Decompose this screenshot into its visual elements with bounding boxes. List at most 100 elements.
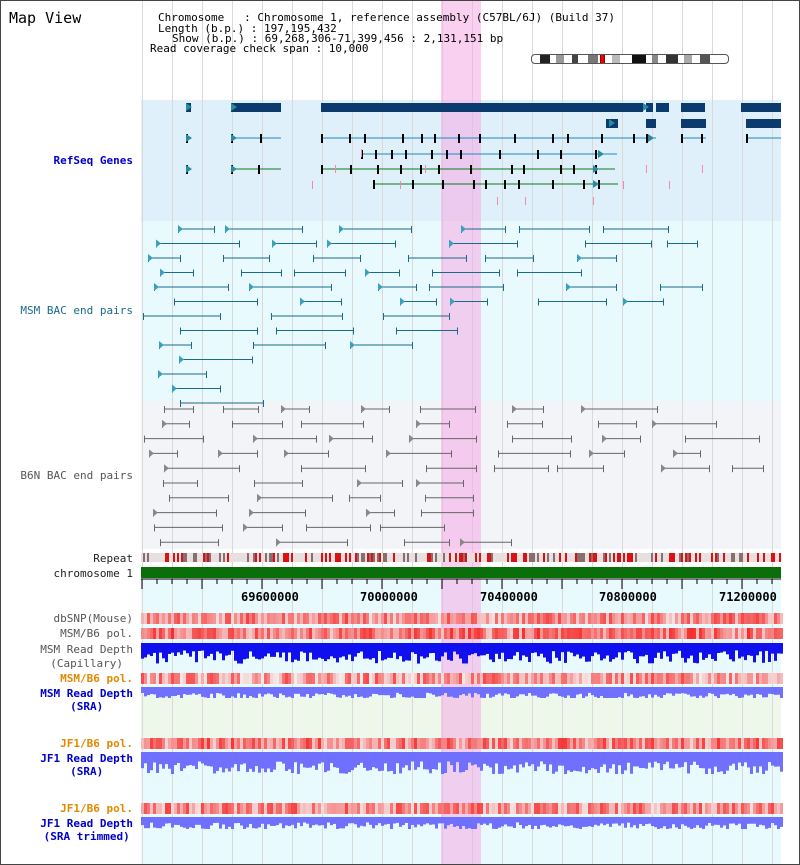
track-label-msm-bac[interactable]: MSM BAC end pairs bbox=[20, 304, 133, 317]
strand-arrow-icon bbox=[231, 165, 237, 173]
heat-cell bbox=[369, 613, 372, 624]
heat-cell bbox=[336, 628, 339, 639]
bac-end bbox=[169, 494, 170, 502]
read-depth-bar bbox=[756, 687, 759, 695]
heat-cell bbox=[252, 628, 255, 639]
heat-cell bbox=[567, 673, 570, 684]
heat-cell bbox=[165, 673, 168, 684]
read-depth-bar bbox=[303, 687, 306, 697]
read-depth-bar bbox=[300, 752, 303, 764]
read-depth-bar bbox=[600, 817, 603, 824]
heat-cell bbox=[171, 628, 174, 639]
heat-cell bbox=[702, 613, 705, 624]
read-depth-bar bbox=[660, 643, 663, 659]
track-label-repeat[interactable]: Repeat bbox=[93, 552, 133, 565]
refseq-mark bbox=[593, 197, 594, 205]
heat-cell bbox=[630, 803, 633, 814]
read-depth-bar bbox=[468, 643, 471, 656]
exon bbox=[537, 150, 539, 159]
read-depth-bar bbox=[594, 817, 597, 825]
read-depth-bar bbox=[483, 643, 486, 656]
exon bbox=[598, 180, 600, 189]
heat-cell bbox=[162, 673, 165, 684]
read-depth-bar bbox=[174, 817, 177, 825]
strand-arrow-icon bbox=[249, 508, 254, 517]
read-depth-bar bbox=[516, 687, 519, 697]
read-depth-bar bbox=[624, 752, 627, 771]
track-label-jf1-depth-sra[interactable]: JF1 Read Depth (SRA) bbox=[40, 752, 133, 778]
heat-cell bbox=[273, 803, 276, 814]
read-depth-bar bbox=[216, 752, 219, 771]
heat-cell bbox=[357, 613, 360, 624]
heat-cell bbox=[354, 613, 357, 624]
heat-cell bbox=[534, 613, 537, 624]
heat-cell bbox=[183, 803, 186, 814]
read-depth-bar bbox=[153, 687, 156, 695]
heat-cell bbox=[375, 803, 378, 814]
track-label-msm-b6-pol[interactable]: MSM/B6 pol. bbox=[60, 627, 133, 640]
track-label-jf1-b6-pol[interactable]: JF1/B6 pol. bbox=[60, 737, 133, 750]
bac-end bbox=[498, 450, 499, 458]
heat-cell bbox=[321, 738, 324, 749]
heat-cell bbox=[780, 738, 783, 749]
read-depth-bar bbox=[324, 752, 327, 773]
heat-cell bbox=[639, 613, 642, 624]
chromosome-ideogram[interactable] bbox=[531, 54, 729, 64]
heat-cell bbox=[594, 673, 597, 684]
heat-cell bbox=[633, 613, 636, 624]
heat-cell bbox=[441, 803, 444, 814]
heat-cell bbox=[144, 803, 147, 814]
read-depth-bar bbox=[768, 643, 771, 662]
track-label-jf1-depth-sra-trimmed[interactable]: JF1 Read Depth (SRA trimmed) bbox=[40, 817, 133, 843]
read-depth-bar bbox=[762, 643, 765, 663]
exon bbox=[523, 165, 525, 174]
heat-cell bbox=[285, 628, 288, 639]
track-label-jf1-b6-pol-trimmed[interactable]: JF1/B6 pol. bbox=[60, 802, 133, 815]
heat-cell bbox=[270, 673, 273, 684]
heat-cell bbox=[513, 613, 516, 624]
repeat-element bbox=[681, 553, 683, 562]
track-label-b6n-bac[interactable]: B6N BAC end pairs bbox=[20, 469, 133, 482]
read-depth-bar bbox=[522, 643, 525, 656]
read-depth-bar bbox=[144, 643, 147, 658]
track-label-msm-depth-sra[interactable]: MSM Read Depth (SRA) bbox=[40, 687, 133, 713]
read-depth-bar bbox=[765, 817, 768, 829]
strand-arrow-icon bbox=[179, 355, 184, 364]
read-depth-bar bbox=[165, 687, 168, 697]
track-label-dbsnp[interactable]: dbSNP(Mouse) bbox=[53, 612, 133, 625]
read-depth-bar bbox=[186, 817, 189, 829]
heat-cell bbox=[681, 628, 684, 639]
grid-line bbox=[772, 1, 773, 864]
heat-cell bbox=[657, 628, 660, 639]
heat-cell bbox=[729, 803, 732, 814]
heat-cell bbox=[252, 673, 255, 684]
heat-cell bbox=[618, 673, 621, 684]
read-depth-bar bbox=[453, 752, 456, 772]
track-label-msm-b6-pol-sra[interactable]: MSM/B6 pol. bbox=[60, 672, 133, 685]
heat-cell bbox=[213, 738, 216, 749]
heat-cell bbox=[330, 803, 333, 814]
read-depth-bar bbox=[234, 752, 237, 765]
heat-cell bbox=[222, 738, 225, 749]
heat-cell bbox=[141, 628, 144, 639]
read-depth-bar bbox=[162, 752, 165, 769]
strand-arrow-icon bbox=[386, 449, 391, 458]
heat-cell bbox=[321, 628, 324, 639]
track-label-refseq[interactable]: RefSeq Genes bbox=[53, 154, 133, 167]
heat-cell bbox=[285, 738, 288, 749]
heat-cell bbox=[507, 738, 510, 749]
heat-cell bbox=[462, 673, 465, 684]
strand-arrow-icon bbox=[257, 493, 262, 502]
heat-cell bbox=[543, 613, 546, 624]
heat-cell bbox=[627, 613, 630, 624]
read-depth-bar bbox=[717, 817, 720, 825]
bac-end bbox=[624, 450, 625, 458]
read-depth-bar bbox=[531, 817, 534, 829]
read-depth-bar bbox=[549, 687, 552, 694]
track-label-msm-depth-capillary[interactable]: MSM Read Depth (Capillary) bbox=[40, 643, 133, 671]
heat-cell bbox=[210, 803, 213, 814]
heat-cell bbox=[462, 803, 465, 814]
read-depth-bar bbox=[453, 687, 456, 698]
info-coverage: Read coverage check span : 10,000 bbox=[150, 42, 369, 55]
